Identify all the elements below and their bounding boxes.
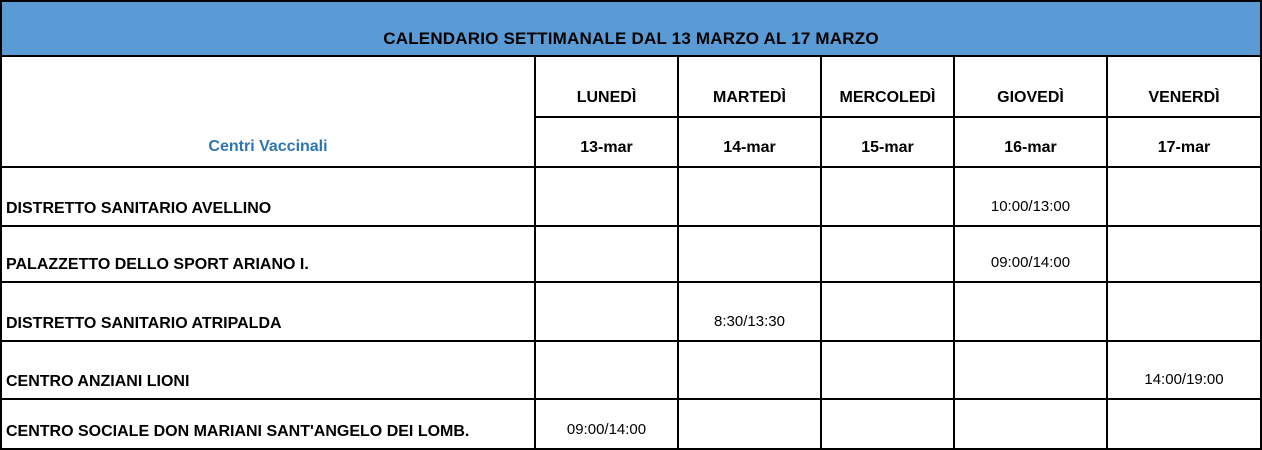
- center-name: DISTRETTO SANITARIO ATRIPALDA: [2, 283, 534, 340]
- time-cell: 8:30/13:30: [679, 283, 820, 340]
- time-cell: [679, 400, 820, 448]
- time-cell: [536, 227, 677, 281]
- time-cell: [822, 168, 953, 225]
- centri-vaccinali-label: Centri Vaccinali: [208, 138, 328, 155]
- center-name: PALAZZETTO DELLO SPORT ARIANO I.: [2, 227, 534, 281]
- date-header-16-mar: 16-mar: [955, 118, 1106, 166]
- calendar-title: CALENDARIO SETTIMANALE DAL 13 MARZO AL 1…: [2, 2, 1260, 55]
- day-header-martedi: MARTEDÌ: [679, 57, 820, 116]
- date-header-13-mar: 13-mar: [536, 118, 677, 166]
- time-cell: [955, 342, 1106, 398]
- day-header-mercoledi: MERCOLEDÌ: [822, 57, 953, 116]
- time-cell: [536, 283, 677, 340]
- time-cell: [1108, 168, 1260, 225]
- time-cell: [822, 400, 953, 448]
- time-cell: [536, 342, 677, 398]
- time-cell: [679, 168, 820, 225]
- time-cell: [679, 342, 820, 398]
- time-cell: 09:00/14:00: [536, 400, 677, 448]
- time-cell: [822, 342, 953, 398]
- day-header-giovedi: GIOVEDÌ: [955, 57, 1106, 116]
- time-cell: [1108, 283, 1260, 340]
- time-cell: [1108, 400, 1260, 448]
- date-header-14-mar: 14-mar: [679, 118, 820, 166]
- time-cell: [679, 227, 820, 281]
- time-cell: [1108, 227, 1260, 281]
- time-cell: 09:00/14:00: [955, 227, 1106, 281]
- day-header-venerdi: VENERDÌ: [1108, 57, 1260, 116]
- day-header-lunedi: LUNEDÌ: [536, 57, 677, 116]
- center-name: DISTRETTO SANITARIO AVELLINO: [2, 168, 534, 225]
- time-cell: 14:00/19:00: [1108, 342, 1260, 398]
- time-cell: [822, 227, 953, 281]
- time-cell: [822, 283, 953, 340]
- center-name: CENTRO ANZIANI LIONI: [2, 342, 534, 398]
- date-header-17-mar: 17-mar: [1108, 118, 1260, 166]
- center-name: CENTRO SOCIALE DON MARIANI SANT'ANGELO D…: [2, 400, 534, 448]
- time-cell: 10:00/13:00: [955, 168, 1106, 225]
- time-cell: [955, 400, 1106, 448]
- time-cell: [955, 283, 1106, 340]
- corner-cell: Centri Vaccinali: [2, 57, 534, 166]
- time-cell: [536, 168, 677, 225]
- date-header-15-mar: 15-mar: [822, 118, 953, 166]
- calendar-title-text: CALENDARIO SETTIMANALE DAL 13 MARZO AL 1…: [383, 29, 879, 48]
